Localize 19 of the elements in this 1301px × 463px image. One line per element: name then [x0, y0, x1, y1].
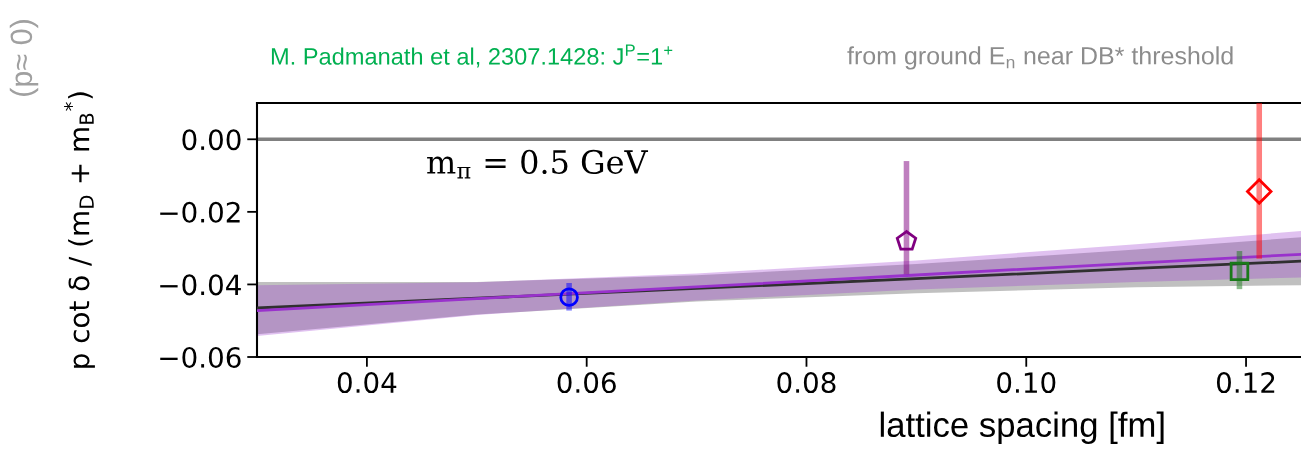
x-tick-label: 0.08 [777, 372, 836, 394]
x-tick-label: 0.04 [337, 372, 397, 394]
chart-subtitle: from ground E$_{n}$ near DB* threshold [847, 46, 1233, 70]
chart-title: M. Padmanath et al, 2307.1428: J$^{P}$=1$^{+}$ [271, 44, 673, 68]
y-axis-title: p cot δ / (m$_{D}$ + m$_{B}$$^{*}$) [64, 92, 95, 368]
point [895, 230, 918, 251]
x-tick-label: 0.12 [1216, 372, 1275, 394]
point [1246, 178, 1273, 205]
point [559, 287, 579, 307]
x-axis-title: lattice spacing [fm] [880, 411, 1164, 444]
y-tick-label: −0.04 [160, 274, 241, 296]
y-tick-label: −0.02 [160, 201, 240, 223]
annotation: m$_{π}$ = 0.5 GeV [427, 149, 649, 179]
point [1229, 261, 1250, 282]
x-tick-label: 0.10 [997, 372, 1056, 394]
text: (p≈ 0) [9, 20, 39, 96]
y-tick-label: 0.00 [182, 129, 241, 151]
y-tick-label: −0.06 [160, 346, 241, 368]
x-tick-label: 0.06 [557, 372, 616, 394]
